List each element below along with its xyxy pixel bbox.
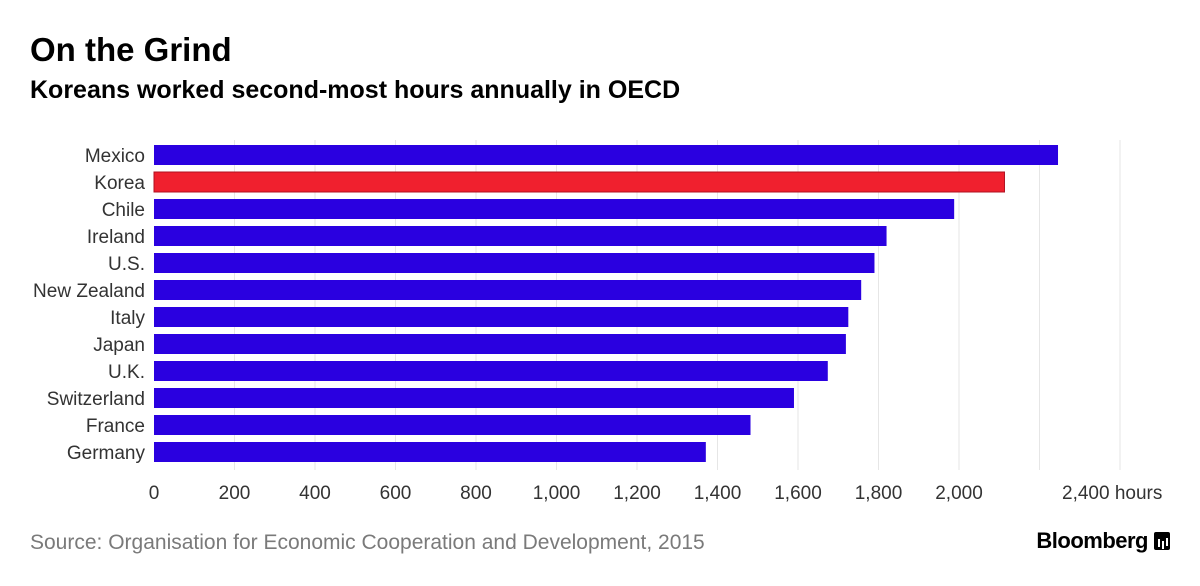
category-label: Switzerland <box>47 389 145 410</box>
x-tick-label: 2,000 <box>935 483 983 504</box>
category-label: Germany <box>67 443 146 464</box>
x-tick-label: 400 <box>299 483 331 504</box>
category-label: Chile <box>102 200 145 221</box>
x-tick-label: 1,800 <box>855 483 903 504</box>
source-note: Source: Organisation for Economic Cooper… <box>30 531 705 554</box>
x-tick-label: 200 <box>219 483 251 504</box>
category-label: U.S. <box>108 254 145 275</box>
category-label: New Zealand <box>33 281 145 302</box>
bar-france <box>154 415 751 435</box>
x-tick-label: 1,000 <box>533 483 581 504</box>
bar-germany <box>154 442 706 462</box>
category-label: Italy <box>110 308 145 329</box>
x-tick-label: 1,400 <box>694 483 742 504</box>
x-tick-label: 1,200 <box>613 483 661 504</box>
brand-logo: Bloomberg <box>1036 528 1170 554</box>
chart-title: On the Grind <box>30 31 232 68</box>
category-label: Mexico <box>85 146 145 167</box>
bar-japan <box>154 334 846 354</box>
category-label: France <box>86 416 145 437</box>
x-tick-label: 1,600 <box>774 483 822 504</box>
x-tick-label: 600 <box>380 483 412 504</box>
bar-u-s <box>154 253 875 273</box>
brand-name: Bloomberg <box>1036 528 1148 553</box>
bar-new-zealand <box>154 280 862 300</box>
category-label: Japan <box>93 335 145 356</box>
x-tick-label: 0 <box>149 483 160 504</box>
category-label: Ireland <box>87 227 145 248</box>
bar-u-k <box>154 361 828 381</box>
chart-subtitle: Koreans worked second-most hours annuall… <box>30 76 681 104</box>
bar-chile <box>154 199 955 219</box>
x-tick-label: 2,400 hours <box>1062 483 1162 504</box>
category-label: Korea <box>94 173 145 194</box>
category-label: U.K. <box>108 362 145 383</box>
bar-korea <box>153 171 1005 193</box>
bloomberg-icon <box>1154 532 1170 550</box>
bar-mexico <box>154 145 1059 165</box>
bar-switzerland <box>154 388 794 408</box>
bar-italy <box>154 307 849 327</box>
x-tick-label: 800 <box>460 483 492 504</box>
bar-ireland <box>154 226 887 246</box>
